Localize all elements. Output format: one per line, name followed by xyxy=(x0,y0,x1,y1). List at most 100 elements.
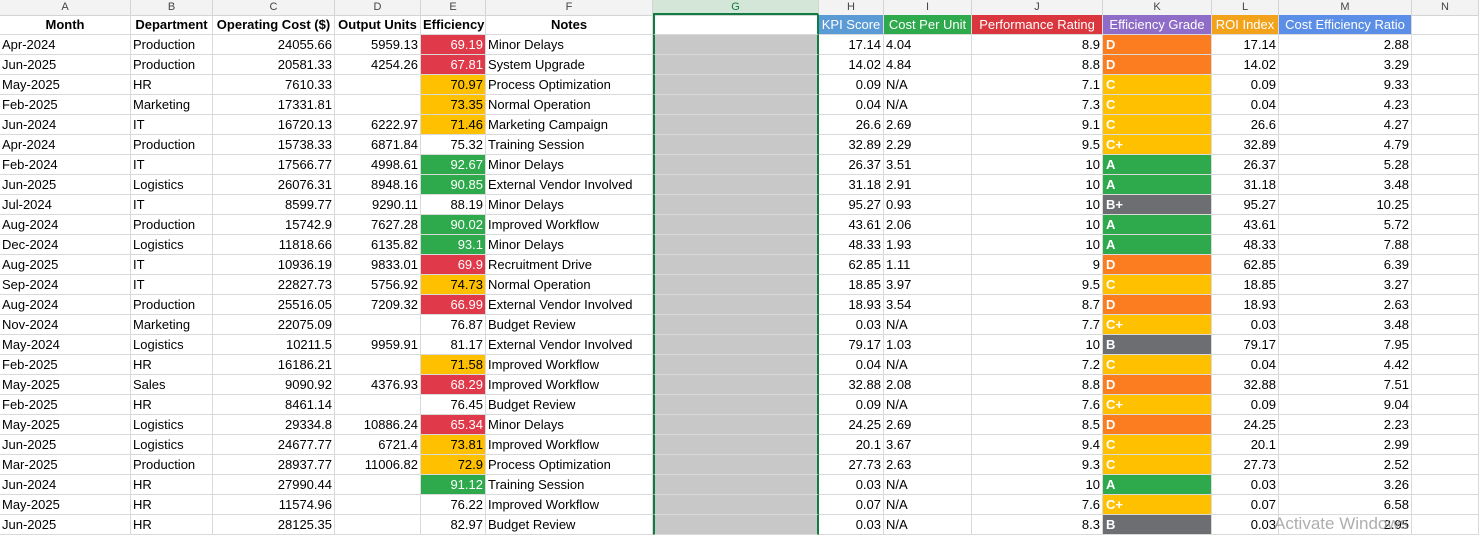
cell-perf[interactable]: 7.1 xyxy=(972,75,1103,95)
empty-cell[interactable] xyxy=(1412,415,1479,435)
cell-cer[interactable]: 2.88 xyxy=(1279,35,1412,55)
cell-dept[interactable]: IT xyxy=(131,115,213,135)
cell-grade[interactable]: C xyxy=(1103,435,1212,455)
cell-kpi[interactable]: 18.85 xyxy=(819,275,884,295)
empty-cell[interactable] xyxy=(1412,275,1479,295)
column-header-h[interactable]: H xyxy=(819,0,884,15)
empty-cell[interactable] xyxy=(1412,315,1479,335)
cell-grade[interactable]: A xyxy=(1103,475,1212,495)
cell-eff[interactable]: 76.45 xyxy=(421,395,486,415)
cell-eff[interactable]: 71.58 xyxy=(421,355,486,375)
cell-roi[interactable]: 0.07 xyxy=(1212,495,1279,515)
cell-notes[interactable]: Recruitment Drive xyxy=(486,255,653,275)
cell-cost[interactable]: 10936.19 xyxy=(213,255,335,275)
cell-eff[interactable]: 90.85 xyxy=(421,175,486,195)
cell-cer[interactable]: 4.79 xyxy=(1279,135,1412,155)
cell-eff[interactable]: 91.12 xyxy=(421,475,486,495)
empty-cell[interactable] xyxy=(1412,115,1479,135)
cell-kpi[interactable]: 14.02 xyxy=(819,55,884,75)
empty-cell[interactable] xyxy=(653,335,819,355)
cell-units[interactable]: 6721.4 xyxy=(335,435,421,455)
cell-month[interactable]: Feb-2025 xyxy=(0,355,131,375)
cell-dept[interactable]: Production xyxy=(131,295,213,315)
cell-cpu[interactable]: 3.51 xyxy=(884,155,972,175)
cell-perf[interactable]: 9.1 xyxy=(972,115,1103,135)
cell-eff[interactable]: 93.1 xyxy=(421,235,486,255)
cell-cost[interactable]: 25516.05 xyxy=(213,295,335,315)
cell-kpi[interactable]: 31.18 xyxy=(819,175,884,195)
cell-cost[interactable]: 22827.73 xyxy=(213,275,335,295)
empty-cell[interactable] xyxy=(653,155,819,175)
cell-perf[interactable]: 7.7 xyxy=(972,315,1103,335)
cell-kpi[interactable]: 20.1 xyxy=(819,435,884,455)
cell-perf[interactable]: 10 xyxy=(972,155,1103,175)
cell-units[interactable] xyxy=(335,475,421,495)
cell-units[interactable] xyxy=(335,355,421,375)
cell-roi[interactable]: 0.03 xyxy=(1212,515,1279,535)
cell-month[interactable]: Feb-2025 xyxy=(0,395,131,415)
cell-cer[interactable]: 6.39 xyxy=(1279,255,1412,275)
cell-cpu[interactable]: N/A xyxy=(884,315,972,335)
cell-dept[interactable]: IT xyxy=(131,195,213,215)
cell-roi[interactable]: 62.85 xyxy=(1212,255,1279,275)
cell-kpi[interactable]: 0.03 xyxy=(819,515,884,535)
cell-perf[interactable]: 10 xyxy=(972,175,1103,195)
cell-roi[interactable]: 32.88 xyxy=(1212,375,1279,395)
cell-grade[interactable]: D xyxy=(1103,375,1212,395)
cell-notes[interactable]: Normal Operation xyxy=(486,275,653,295)
cell-roi[interactable]: 26.6 xyxy=(1212,115,1279,135)
header-month[interactable]: Month xyxy=(0,15,131,35)
cell-roi[interactable]: 0.04 xyxy=(1212,95,1279,115)
cell-units[interactable] xyxy=(335,95,421,115)
cell-cost[interactable]: 17566.77 xyxy=(213,155,335,175)
empty-cell[interactable] xyxy=(653,295,819,315)
cell-units[interactable]: 4376.93 xyxy=(335,375,421,395)
cell-perf[interactable]: 10 xyxy=(972,215,1103,235)
cell-units[interactable]: 5959.13 xyxy=(335,35,421,55)
cell-notes[interactable]: Budget Review xyxy=(486,515,653,535)
cell-cer[interactable]: 2.99 xyxy=(1279,435,1412,455)
cell-eff[interactable]: 73.81 xyxy=(421,435,486,455)
cell-kpi[interactable]: 18.93 xyxy=(819,295,884,315)
cell-grade[interactable]: A xyxy=(1103,235,1212,255)
empty-cell[interactable] xyxy=(653,315,819,335)
cell-month[interactable]: Feb-2025 xyxy=(0,95,131,115)
cell-eff[interactable]: 67.81 xyxy=(421,55,486,75)
cell-cer[interactable]: 3.27 xyxy=(1279,275,1412,295)
empty-cell[interactable] xyxy=(653,455,819,475)
cell-eff[interactable]: 69.9 xyxy=(421,255,486,275)
cell-perf[interactable]: 9.5 xyxy=(972,275,1103,295)
cell-eff[interactable]: 81.17 xyxy=(421,335,486,355)
cell-eff[interactable]: 88.19 xyxy=(421,195,486,215)
cell-cpu[interactable]: 3.67 xyxy=(884,435,972,455)
cell-dept[interactable]: Logistics xyxy=(131,335,213,355)
empty-cell[interactable] xyxy=(1412,195,1479,215)
cell-month[interactable]: Feb-2024 xyxy=(0,155,131,175)
cell-month[interactable]: Dec-2024 xyxy=(0,235,131,255)
cell-grade[interactable]: C xyxy=(1103,95,1212,115)
header-notes[interactable]: Notes xyxy=(486,15,653,35)
cell-cost[interactable]: 29334.8 xyxy=(213,415,335,435)
cell-roi[interactable]: 26.37 xyxy=(1212,155,1279,175)
cell-perf[interactable]: 9 xyxy=(972,255,1103,275)
cell-roi[interactable]: 95.27 xyxy=(1212,195,1279,215)
cell-month[interactable]: Jun-2024 xyxy=(0,115,131,135)
cell-eff[interactable]: 69.19 xyxy=(421,35,486,55)
empty-cell[interactable] xyxy=(653,95,819,115)
column-header-g[interactable]: G xyxy=(653,0,819,15)
cell-kpi[interactable]: 32.88 xyxy=(819,375,884,395)
cell-cer[interactable]: 7.88 xyxy=(1279,235,1412,255)
cell-cost[interactable]: 15742.9 xyxy=(213,215,335,235)
empty-cell[interactable] xyxy=(1412,355,1479,375)
cell-perf[interactable]: 7.6 xyxy=(972,395,1103,415)
cell-perf[interactable]: 8.5 xyxy=(972,415,1103,435)
cell-cer[interactable]: 2.52 xyxy=(1279,455,1412,475)
header-efficiency[interactable]: Efficiency xyxy=(421,15,486,35)
cell-cer[interactable]: 3.48 xyxy=(1279,315,1412,335)
cell-cpu[interactable]: 1.93 xyxy=(884,235,972,255)
cell-cost[interactable]: 28125.35 xyxy=(213,515,335,535)
cell-grade[interactable]: D xyxy=(1103,295,1212,315)
empty-cell[interactable] xyxy=(653,435,819,455)
cell-cpu[interactable]: N/A xyxy=(884,475,972,495)
cell-grade[interactable]: B xyxy=(1103,335,1212,355)
